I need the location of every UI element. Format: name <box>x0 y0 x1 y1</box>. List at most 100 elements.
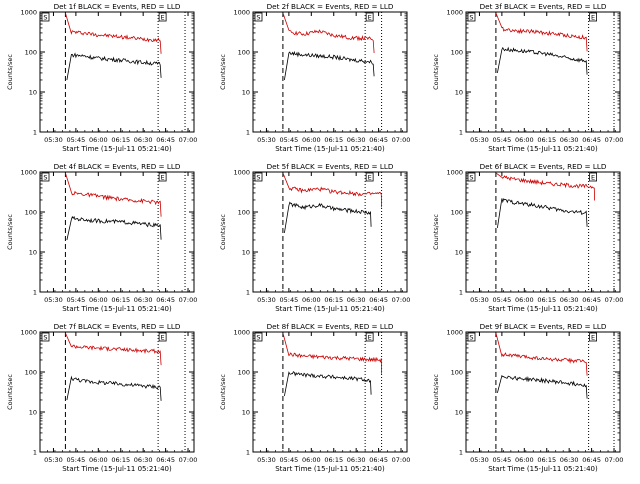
x-tick-label: 06:45 <box>582 456 601 464</box>
x-tick-label: 06:15 <box>537 296 556 304</box>
e-marker: E <box>591 334 595 342</box>
series-lld-line <box>495 172 595 201</box>
x-axis-label: Start Time (15-Jul-11 05:21:40) <box>488 145 598 153</box>
series-lld-line <box>282 172 382 208</box>
chart-title: Det 4f BLACK = Events, RED = LLD <box>54 162 181 171</box>
x-tick-label: 06:00 <box>89 136 108 144</box>
x-tick-label: 06:30 <box>560 136 579 144</box>
x-tick-label: 06:00 <box>515 456 534 464</box>
e-marker: E <box>161 174 165 182</box>
y-tick-label: 1000 <box>446 9 463 17</box>
plot-frame <box>39 11 195 133</box>
x-axis-label: Start Time (15-Jul-11 05:21:40) <box>275 145 385 153</box>
chart-panel-6: Det 6f BLACK = Events, RED = LLD Counts/s… <box>432 162 623 313</box>
e-marker: E <box>161 14 165 22</box>
y-tick-label: 100 <box>25 369 37 377</box>
s-marker-box <box>467 12 476 22</box>
chart-panel-3: Det 3f BLACK = Events, RED = LLD Counts/s… <box>432 2 623 153</box>
s-marker-box <box>254 12 263 22</box>
s-marker: S <box>43 174 47 182</box>
y-axis-label: Counts/sec <box>432 374 440 410</box>
y-tick-label: 100 <box>25 209 37 217</box>
x-tick-label: 07:00 <box>605 136 624 144</box>
x-tick-label: 07:00 <box>392 296 411 304</box>
x-tick-label: 05:45 <box>67 136 86 144</box>
x-tick-label: 05:45 <box>280 456 299 464</box>
y-axis-label: Counts/sec <box>432 214 440 250</box>
x-axis-label: Start Time (15-Jul-11 05:21:40) <box>488 305 598 313</box>
x-tick-label: 06:00 <box>302 456 321 464</box>
y-tick-label: 1 <box>459 289 463 297</box>
series-lld-line <box>282 12 375 54</box>
x-tick-label: 06:15 <box>324 456 343 464</box>
y-tick-label: 1 <box>33 289 37 297</box>
x-tick-label: 06:00 <box>89 456 108 464</box>
e-marker: E <box>591 14 595 22</box>
x-tick-label: 06:15 <box>537 136 556 144</box>
y-tick-label: 1 <box>246 289 250 297</box>
y-tick-label: 10 <box>455 89 463 97</box>
chart-panel-7: Det 7f BLACK = Events, RED = LLD Counts/s… <box>6 322 197 473</box>
x-tick-label: 06:45 <box>369 296 388 304</box>
e-marker-box <box>365 12 374 22</box>
y-tick-label: 1 <box>246 129 250 137</box>
y-tick-label: 10 <box>29 249 37 257</box>
x-tick-label: 06:15 <box>111 456 130 464</box>
plot-frame <box>465 171 621 293</box>
x-tick-label: 05:45 <box>67 296 86 304</box>
series-events-line <box>66 52 162 81</box>
series-lld-line <box>495 12 588 52</box>
x-axis-label: Start Time (15-Jul-11 05:21:40) <box>488 465 598 473</box>
x-axis-label: Start Time (15-Jul-11 05:21:40) <box>62 145 172 153</box>
y-tick-label: 1000 <box>20 169 37 177</box>
e-marker-box <box>589 12 598 22</box>
plot-frame <box>465 11 621 133</box>
s-marker-box <box>41 332 50 342</box>
x-axis-label: Start Time (15-Jul-11 05:21:40) <box>275 305 385 313</box>
y-tick-label: 10 <box>242 409 250 417</box>
e-marker: E <box>591 174 595 182</box>
x-tick-label: 06:00 <box>89 296 108 304</box>
plot-frame <box>252 171 408 293</box>
x-axis-label: Start Time (15-Jul-11 05:21:40) <box>62 465 172 473</box>
y-tick-label: 1000 <box>233 169 250 177</box>
y-tick-label: 10 <box>29 409 37 417</box>
x-tick-label: 06:30 <box>347 136 366 144</box>
series-lld-line <box>65 332 162 366</box>
x-tick-label: 07:00 <box>392 136 411 144</box>
x-tick-label: 05:45 <box>67 456 86 464</box>
x-tick-label: 06:45 <box>369 456 388 464</box>
e-marker-box <box>158 12 167 22</box>
x-tick-label: 05:30 <box>257 296 276 304</box>
x-tick-label: 06:15 <box>324 136 343 144</box>
y-axis-label: Counts/sec <box>219 214 227 250</box>
x-tick-label: 05:45 <box>493 136 512 144</box>
s-marker: S <box>256 334 260 342</box>
y-tick-label: 100 <box>25 49 37 57</box>
x-tick-label: 07:00 <box>605 296 624 304</box>
series-lld-line <box>65 12 162 54</box>
y-tick-label: 1 <box>459 129 463 137</box>
x-tick-label: 06:30 <box>560 456 579 464</box>
s-marker: S <box>256 14 260 22</box>
x-tick-label: 06:00 <box>515 296 534 304</box>
x-tick-label: 05:45 <box>493 296 512 304</box>
e-marker-box <box>589 172 598 182</box>
x-axis-label: Start Time (15-Jul-11 05:21:40) <box>62 305 172 313</box>
series-events-line <box>497 46 588 75</box>
y-tick-label: 1 <box>33 449 37 457</box>
series-lld-line <box>282 332 382 374</box>
e-marker: E <box>161 334 165 342</box>
e-marker-box <box>158 172 167 182</box>
x-tick-label: 07:00 <box>392 456 411 464</box>
x-tick-label: 06:45 <box>582 296 601 304</box>
e-marker-box <box>158 332 167 342</box>
chart-panel-2: Det 2f BLACK = Events, RED = LLD Counts/s… <box>219 2 410 153</box>
plot-frame <box>39 171 195 293</box>
y-tick-label: 10 <box>455 249 463 257</box>
series-events-line <box>66 375 162 401</box>
y-tick-label: 1 <box>246 449 250 457</box>
y-axis-label: Counts/sec <box>432 54 440 90</box>
e-marker-box <box>365 172 374 182</box>
